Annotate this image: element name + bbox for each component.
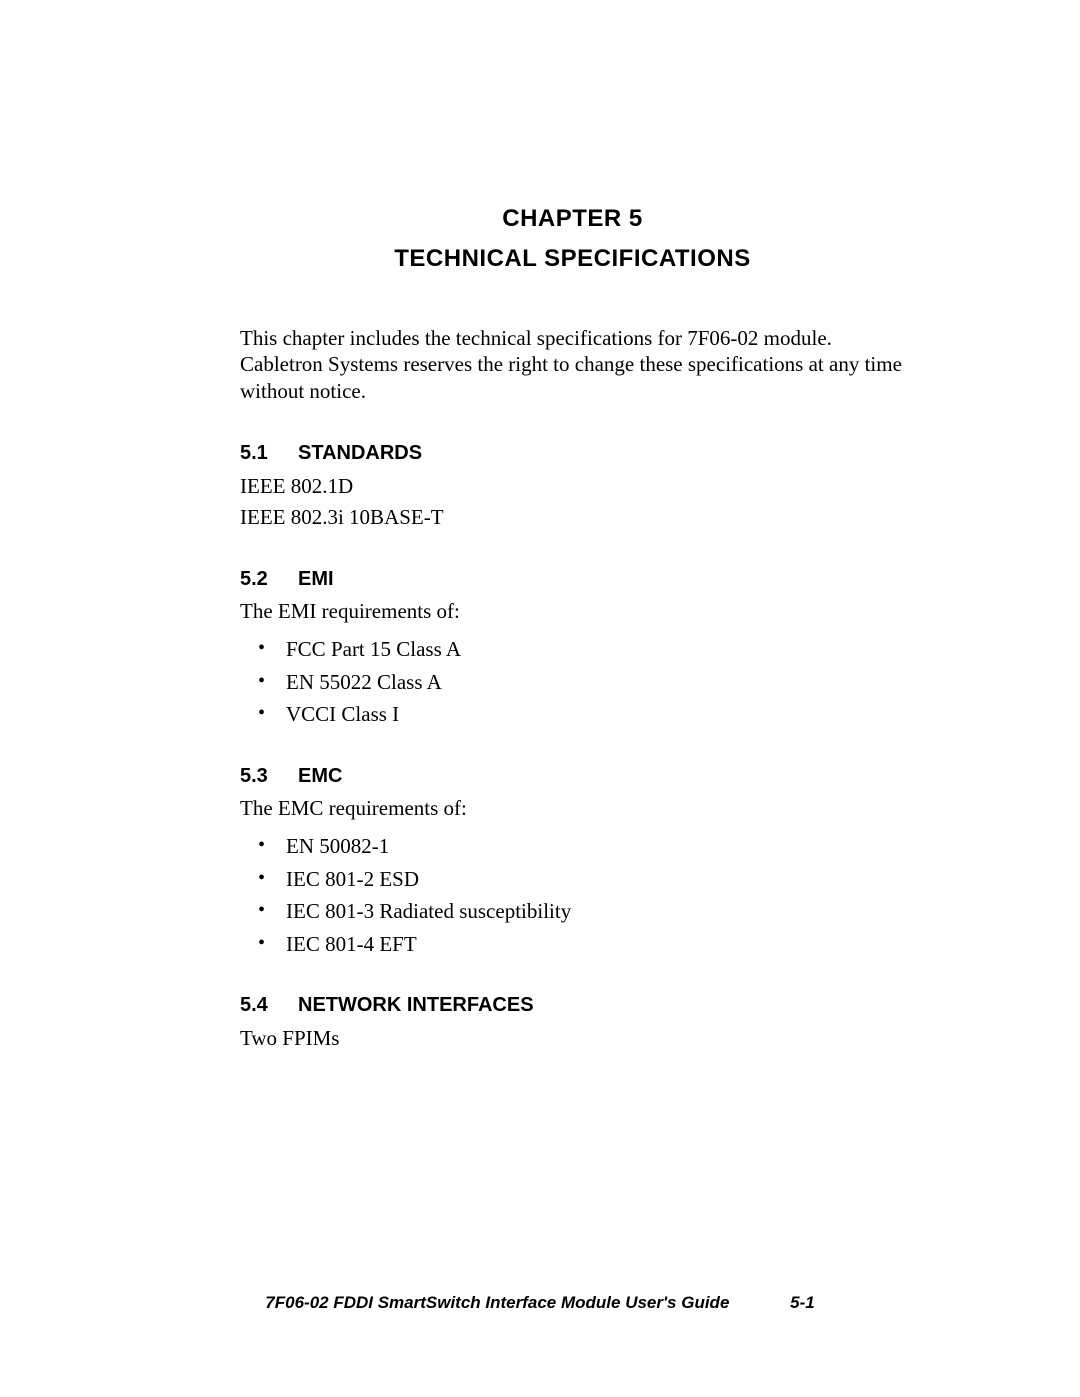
section-network-interfaces: 5.4 NETWORK INTERFACES Two FPIMs <box>240 994 905 1055</box>
list-item: IEC 801-4 EFT <box>258 928 905 961</box>
body-line: IEEE 802.1D <box>240 471 905 503</box>
section-number: 5.4 <box>240 994 298 1017</box>
body-lead: The EMC requirements of: <box>240 794 905 822</box>
section-emi: 5.2 EMI The EMI requirements of: FCC Par… <box>240 568 905 731</box>
footer-page-number: 5-1 <box>790 1293 815 1313</box>
footer-title: 7F06-02 FDDI SmartSwitch Interface Modul… <box>265 1293 729 1313</box>
bullet-list-emi: FCC Part 15 Class A EN 55022 Class A VCC… <box>240 633 905 731</box>
body-lead: The EMI requirements of: <box>240 597 905 625</box>
section-title: NETWORK INTERFACES <box>298 994 534 1017</box>
section-heading-network: 5.4 NETWORK INTERFACES <box>240 994 905 1017</box>
list-item: FCC Part 15 Class A <box>258 633 905 666</box>
section-number: 5.1 <box>240 442 298 465</box>
section-number: 5.3 <box>240 765 298 788</box>
page-content: CHAPTER 5 TECHNICAL SPECIFICATIONS This … <box>0 0 1080 1055</box>
section-standards: 5.1 STANDARDS IEEE 802.1D IEEE 802.3i 10… <box>240 442 905 534</box>
list-item: VCCI Class I <box>258 698 905 731</box>
bullet-list-emc: EN 50082-1 IEC 801-2 ESD IEC 801-3 Radia… <box>240 830 905 960</box>
chapter-title: TECHNICAL SPECIFICATIONS <box>240 245 905 273</box>
intro-paragraph: This chapter includes the technical spec… <box>240 325 905 404</box>
page-footer: 7F06-02 FDDI SmartSwitch Interface Modul… <box>0 1293 1080 1313</box>
list-item: IEC 801-3 Radiated susceptibility <box>258 895 905 928</box>
section-title: EMI <box>298 568 334 591</box>
body-line: IEEE 802.3i 10BASE-T <box>240 502 905 534</box>
section-number: 5.2 <box>240 568 298 591</box>
section-heading-standards: 5.1 STANDARDS <box>240 442 905 465</box>
section-title: EMC <box>298 765 342 788</box>
chapter-heading: CHAPTER 5 TECHNICAL SPECIFICATIONS <box>240 205 905 273</box>
section-title: STANDARDS <box>298 442 422 465</box>
list-item: EN 50082-1 <box>258 830 905 863</box>
body-line: Two FPIMs <box>240 1023 905 1055</box>
section-heading-emc: 5.3 EMC <box>240 765 905 788</box>
section-heading-emi: 5.2 EMI <box>240 568 905 591</box>
chapter-number: CHAPTER 5 <box>240 205 905 233</box>
list-item: IEC 801-2 ESD <box>258 863 905 896</box>
section-emc: 5.3 EMC The EMC requirements of: EN 5008… <box>240 765 905 961</box>
list-item: EN 55022 Class A <box>258 666 905 699</box>
